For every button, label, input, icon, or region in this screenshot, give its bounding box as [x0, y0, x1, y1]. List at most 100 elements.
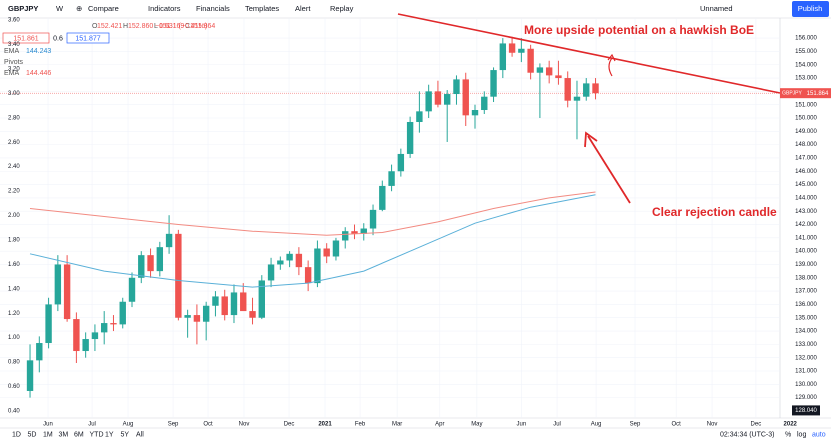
- ohlc-value: 152.421: [97, 23, 122, 30]
- candle-body: [314, 248, 321, 284]
- ohlc-legend: O 152.421 H 152.860 L 151.169 C 151.864: [92, 23, 215, 30]
- arrow-head: [584, 131, 598, 148]
- toolbar-button[interactable]: Replay: [330, 4, 354, 13]
- range-button[interactable]: 1Y: [105, 431, 114, 438]
- range-button[interactable]: 5Y: [121, 431, 130, 438]
- y-tick-label: 129.000: [795, 395, 817, 401]
- bid[interactable]: 151.861: [13, 35, 38, 42]
- y-tick-label: 151.000: [795, 102, 817, 108]
- last-price-label: 151.864: [807, 91, 829, 97]
- x-tick-label: Aug: [123, 422, 134, 428]
- toolbar-button[interactable]: Templates: [245, 4, 279, 13]
- y2-tick-label: 2.60: [8, 140, 20, 146]
- candle-body: [63, 264, 71, 320]
- scale-option[interactable]: %: [785, 431, 791, 438]
- scale-option[interactable]: log: [797, 431, 806, 438]
- annotation[interactable]: Clear rejection candle: [652, 205, 777, 219]
- y-tick-label: 130.000: [795, 382, 817, 388]
- ask[interactable]: 151.877: [75, 35, 100, 42]
- candle-body: [295, 253, 303, 268]
- y-tick-label: 149.000: [795, 129, 817, 135]
- x-tick-label: Jun: [43, 422, 53, 428]
- y-tick-label: 137.000: [795, 289, 817, 295]
- ask-box[interactable]: [66, 32, 110, 44]
- y2-tick-label: 2.40: [8, 164, 20, 170]
- candle-body: [323, 248, 330, 257]
- indicator-value: 144.243: [26, 48, 51, 55]
- candle-body: [175, 233, 182, 318]
- candle-body: [471, 110, 479, 116]
- y-tick-label: 148.000: [795, 142, 817, 148]
- price-axis: [780, 18, 831, 418]
- ohlc-value: 152.860: [128, 23, 153, 30]
- symbol-tag-label: GBPJPY: [782, 91, 802, 97]
- y2-tick-label: 3.60: [8, 18, 20, 24]
- toolbar-button[interactable]: Financials: [196, 4, 230, 13]
- candle-body: [564, 78, 571, 101]
- y2-tick-label: 1.20: [8, 311, 20, 317]
- y2-tick-label: 2.20: [8, 189, 20, 195]
- straight-arrow[interactable]: [587, 135, 631, 204]
- x-tick-label: Jul: [88, 422, 96, 428]
- indicator-name: Pivots: [4, 59, 24, 66]
- indicator-value: 144.446: [26, 70, 51, 77]
- candle-body: [221, 296, 228, 316]
- interval[interactable]: W: [56, 4, 64, 13]
- toolbar-button[interactable]: Indicators: [148, 4, 181, 13]
- candle-body: [527, 48, 534, 73]
- publish-label[interactable]: Publish: [798, 4, 823, 13]
- y-tick-label: 146.000: [795, 169, 817, 175]
- y2-tick-label: 1.00: [8, 335, 20, 341]
- y-tick-label: 135.000: [795, 315, 817, 321]
- x-tick-label: 2022: [784, 422, 798, 428]
- layout-name[interactable]: Unnamed: [700, 4, 733, 13]
- chart-layer: [0, 18, 780, 418]
- scale-option[interactable]: auto: [812, 431, 826, 438]
- x-tick-label: Oct: [203, 422, 213, 428]
- candle-body: [286, 253, 293, 261]
- range-button[interactable]: All: [136, 431, 144, 438]
- annotation[interactable]: More upside potential on a hawkish BoE: [524, 23, 754, 37]
- candle-body: [545, 67, 553, 76]
- symbol-tag: [780, 88, 804, 99]
- ohlc-letter: L: [154, 23, 158, 30]
- x-tick-label: Apr: [435, 422, 444, 428]
- ema-line: [29, 194, 596, 288]
- symbol[interactable]: GBPJPY: [8, 4, 38, 13]
- candle-body: [54, 264, 62, 305]
- candle-body: [379, 185, 386, 210]
- curved-arrow[interactable]: [608, 57, 613, 77]
- candle-body: [453, 79, 460, 95]
- candle-body: [592, 83, 599, 94]
- ohlc-letter: C: [185, 23, 190, 30]
- range-button[interactable]: 3M: [59, 431, 69, 438]
- y-tick-label: 133.000: [795, 342, 817, 348]
- compare-icon: ⊕: [76, 4, 82, 13]
- ohlc-value: 151.864: [190, 23, 215, 30]
- trend-line[interactable]: [397, 13, 781, 94]
- range-button[interactable]: 5D: [28, 431, 37, 438]
- range-button[interactable]: 1D: [12, 431, 21, 438]
- toolbar-button[interactable]: Compare: [88, 4, 119, 13]
- candle-body: [73, 319, 80, 352]
- y-tick-label: 147.000: [795, 156, 817, 162]
- candle-body: [397, 153, 405, 172]
- publish-button[interactable]: [792, 1, 829, 17]
- bid-box[interactable]: [2, 32, 50, 44]
- x-tick-label: Sep: [168, 422, 179, 428]
- candle-body: [342, 231, 349, 241]
- toolbar-button[interactable]: Alert: [295, 4, 311, 13]
- range-button[interactable]: YTD: [90, 431, 104, 438]
- range-button[interactable]: 1M: [43, 431, 53, 438]
- x-tick-label: Aug: [591, 422, 602, 428]
- candle-body: [193, 315, 201, 322]
- y-tick-label: 131.000: [795, 369, 817, 375]
- candle-body: [434, 91, 442, 105]
- range-button[interactable]: 6M: [74, 431, 84, 438]
- candle-body: [249, 311, 256, 318]
- x-tick-label: Nov: [239, 422, 250, 428]
- change: −0.631 (−0.41%): [155, 23, 207, 30]
- y2-tick-label: 2.80: [8, 115, 20, 121]
